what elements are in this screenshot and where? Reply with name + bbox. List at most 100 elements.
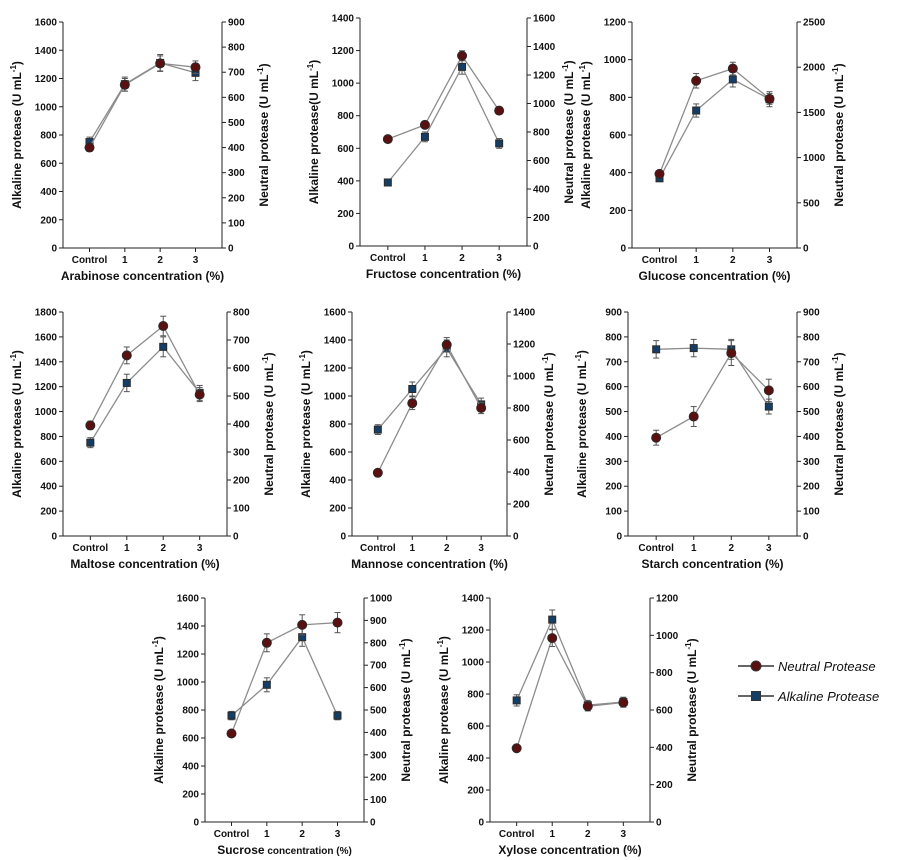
chart-panel-2: 0 200 400 600 800 1000 1200 1400 0 200 400 600 800 10…: [306, 14, 576, 282]
neutral-point: [419, 119, 430, 130]
right-axis-title: Neutral protease (U mL-1): [261, 352, 276, 495]
x-tick-label: 3: [766, 543, 772, 554]
neutral-point: [119, 79, 130, 90]
x-axis-title: Sucrose concentration (%): [217, 843, 352, 857]
x-axis-title: Arabinose concentration (%): [61, 269, 224, 283]
left-tick-label: 800: [605, 332, 622, 343]
left-tick-label: 800: [182, 706, 199, 717]
left-tick-label: 200: [40, 507, 57, 518]
left-tick-label: 1000: [177, 678, 200, 689]
left-tick-label: 600: [467, 722, 484, 733]
right-tick-label: 200: [228, 193, 245, 204]
right-tick-label: 600: [656, 706, 673, 717]
alkaline-point: [512, 696, 521, 705]
right-tick-label: 2500: [803, 18, 826, 29]
x-tick-label: 2: [459, 253, 465, 264]
neutral-point: [441, 339, 452, 350]
left-tick-label: 1200: [35, 382, 58, 393]
right-tick-label: 0: [533, 242, 539, 253]
chart-panel-8: 0 200 400 600 800 1000 1200 1400 0 200 400 600 800 10…: [436, 594, 699, 858]
left-tick-label: 0: [340, 532, 346, 543]
alkaline-point: [122, 378, 131, 387]
x-axis-title: Fructose concentration (%): [366, 267, 521, 281]
right-tick-label: 1500: [803, 108, 826, 119]
right-axis-title: Neutral protease (U mL-1): [398, 638, 413, 781]
right-tick-label: 400: [233, 420, 250, 431]
right-tick-label: 600: [233, 364, 250, 375]
alkaline-point: [408, 385, 417, 393]
right-tick-label: 900: [370, 616, 387, 627]
left-tick-label: 200: [609, 206, 626, 217]
neutral-series-line: [377, 343, 482, 474]
right-tick-label: 0: [233, 532, 239, 543]
left-tick-label: 600: [40, 159, 57, 170]
neutral-series-line: [658, 67, 770, 175]
neutral-point: [476, 403, 487, 413]
x-tick-label: Control: [642, 255, 678, 266]
left-tick-label: 400: [40, 187, 57, 198]
neutral-point: [158, 321, 169, 331]
x-tick-label: 2: [730, 255, 736, 266]
x-tick-label: Control: [214, 829, 250, 840]
left-tick-label: 800: [609, 93, 626, 104]
alkaline-point: [689, 344, 698, 353]
right-tick-label: 400: [533, 185, 550, 196]
left-tick-label: 1400: [35, 357, 58, 368]
neutral-point: [688, 411, 699, 422]
alkaline-series-line: [231, 635, 339, 717]
alkaline-series-line: [656, 347, 770, 407]
neutral-series-line: [89, 324, 201, 426]
neutral-point: [121, 350, 132, 361]
neutral-point: [651, 432, 662, 443]
left-axis-title: Alkaline protease (U mL-1): [151, 636, 166, 784]
right-tick-label: 500: [803, 198, 820, 209]
alkaline-point: [373, 425, 382, 434]
right-tick-label: 1400: [533, 42, 556, 53]
right-tick-label: 1200: [656, 594, 679, 605]
neutral-point: [261, 637, 272, 648]
left-axis-title: Alkaline protease (U mL-1): [9, 350, 24, 498]
chart-panel-5: 0 200 400 600 800 1000 1200 1400 1600 0 200 400 600 8…: [298, 308, 556, 572]
left-tick-label: 400: [337, 176, 354, 187]
x-tick-label: 3: [621, 829, 627, 840]
x-tick-label: 3: [496, 253, 502, 264]
left-tick-label: 800: [329, 420, 346, 431]
left-tick-label: 600: [605, 382, 622, 393]
right-tick-label: 800: [656, 668, 673, 679]
right-tick-label: 100: [370, 795, 387, 806]
neutral-point: [194, 389, 205, 400]
left-tick-label: 100: [605, 507, 622, 518]
x-tick-label: 2: [444, 543, 450, 554]
legend-neutral-label: Neutral Protease: [778, 658, 876, 674]
right-tick-label: 1000: [370, 594, 393, 605]
neutral-series-line: [387, 54, 500, 140]
x-tick-label: 2: [585, 829, 591, 840]
right-tick-label: 1000: [533, 99, 556, 110]
alkaline-series-line: [658, 78, 770, 179]
right-tick-label: 600: [513, 436, 530, 447]
right-tick-label: 700: [233, 336, 250, 347]
left-tick-label: 200: [40, 215, 57, 226]
left-tick-label: 1200: [604, 18, 627, 29]
right-tick-label: 800: [513, 404, 530, 415]
x-tick-label: 3: [335, 829, 341, 840]
x-axis-title: Glucose concentration (%): [638, 269, 790, 283]
alkaline-point: [652, 345, 661, 354]
right-tick-label: 200: [370, 773, 387, 784]
legend-item-alkaline: Alkaline Protease: [738, 686, 879, 706]
neutral-series-line: [655, 352, 770, 439]
right-tick-label: 400: [803, 432, 820, 443]
neutral-series-line: [88, 62, 196, 148]
left-tick-label: 800: [40, 131, 57, 142]
neutral-point: [372, 467, 383, 478]
left-tick-label: 1200: [332, 46, 355, 57]
left-tick-label: 200: [182, 790, 199, 801]
right-tick-label: 200: [513, 500, 530, 511]
right-tick-label: 400: [228, 143, 245, 154]
x-axis-title: Maltose concentration (%): [70, 557, 219, 571]
right-tick-label: 500: [370, 706, 387, 717]
left-tick-label: 200: [605, 482, 622, 493]
left-tick-label: 600: [40, 457, 57, 468]
left-tick-label: 1600: [35, 332, 58, 343]
